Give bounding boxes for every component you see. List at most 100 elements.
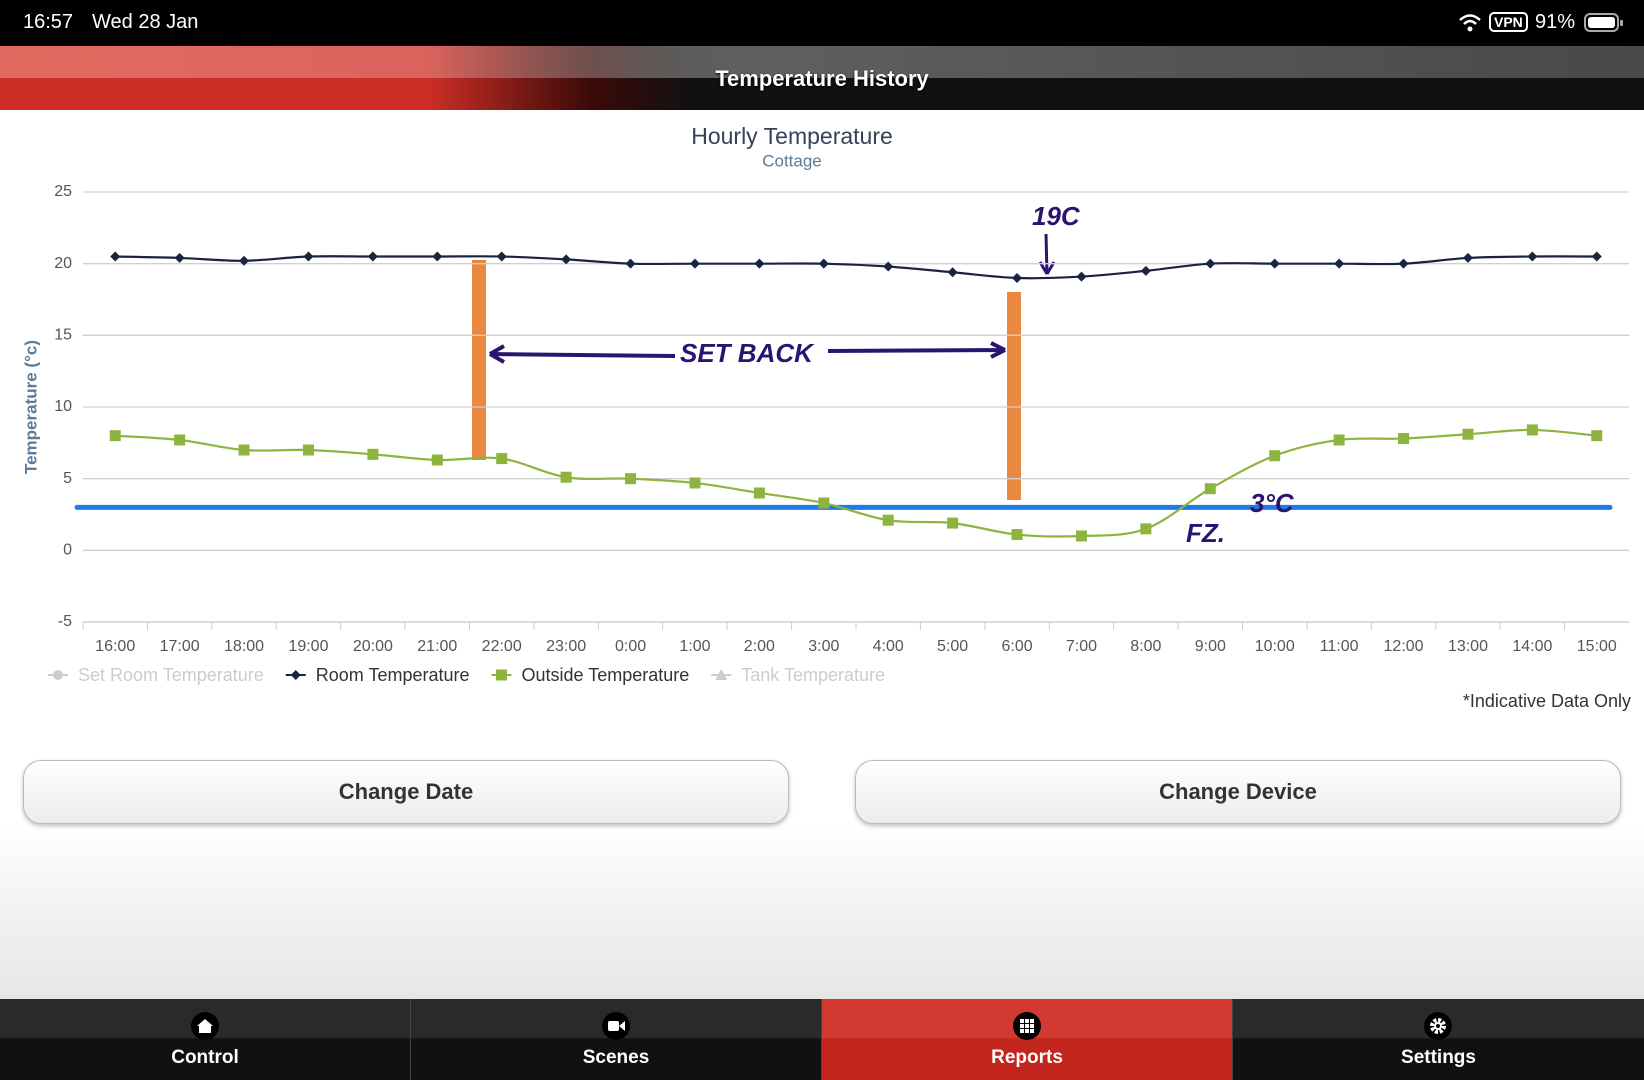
x-tick-label: 14:00 bbox=[1512, 638, 1552, 655]
tab-label: Settings bbox=[1401, 1047, 1476, 1068]
annotation: FZ. bbox=[1186, 518, 1225, 548]
x-tick-label: 5:00 bbox=[937, 638, 968, 655]
y-tick-label: 0 bbox=[63, 542, 72, 559]
annotation-arrow bbox=[1038, 233, 1056, 275]
x-tick-label: 9:00 bbox=[1195, 638, 1226, 655]
setback-start-bar bbox=[472, 260, 486, 460]
x-tick-label: 12:00 bbox=[1384, 638, 1424, 655]
wifi-icon bbox=[1459, 14, 1481, 32]
point bbox=[238, 444, 250, 456]
point bbox=[560, 471, 572, 483]
point bbox=[302, 444, 314, 456]
point bbox=[947, 267, 958, 278]
x-tick-label: 10:00 bbox=[1255, 638, 1295, 655]
point bbox=[715, 669, 728, 680]
point bbox=[1462, 428, 1474, 440]
x-tick-label: 0:00 bbox=[615, 638, 646, 655]
point bbox=[689, 258, 700, 269]
point bbox=[174, 434, 186, 446]
point bbox=[883, 261, 894, 272]
x-tick-label: 15:00 bbox=[1577, 638, 1617, 655]
x-tick-label: 13:00 bbox=[1448, 638, 1488, 655]
legend-label: Set Room Temperature bbox=[78, 665, 264, 685]
legend-item: Room Temperature bbox=[285, 665, 470, 685]
camera-icon bbox=[602, 1012, 630, 1040]
point bbox=[1269, 258, 1280, 269]
series-points bbox=[109, 424, 1603, 542]
x-tick-label: 11:00 bbox=[1320, 638, 1359, 655]
legend-label: Room Temperature bbox=[316, 665, 470, 685]
y-tick-label: 5 bbox=[63, 470, 72, 487]
point bbox=[367, 448, 379, 460]
point bbox=[1011, 529, 1023, 541]
series-points bbox=[110, 251, 1602, 283]
point bbox=[174, 252, 185, 263]
point bbox=[689, 477, 701, 489]
tab-reports[interactable]: Reports bbox=[822, 999, 1233, 1080]
x-tick-label: 23:00 bbox=[546, 638, 586, 655]
x-tick-label: 3:00 bbox=[808, 638, 839, 655]
legend-label: Outside Temperature bbox=[522, 665, 690, 685]
point bbox=[496, 453, 508, 465]
setback-end-bar bbox=[1007, 292, 1021, 500]
point bbox=[1591, 251, 1602, 262]
annotation: SET BACK bbox=[680, 338, 815, 368]
y-tick-label: 10 bbox=[54, 398, 72, 415]
point bbox=[1012, 273, 1023, 283]
x-tick-label: 18:00 bbox=[224, 638, 264, 655]
point bbox=[432, 251, 443, 262]
point bbox=[1075, 530, 1087, 542]
x-tick-label: 16:00 bbox=[95, 638, 135, 655]
point bbox=[1205, 258, 1216, 269]
battery-level: 91% bbox=[1535, 11, 1576, 33]
point bbox=[1333, 434, 1345, 446]
chart-title: Hourly Temperature bbox=[691, 123, 893, 149]
y-tick-label: -5 bbox=[58, 613, 72, 630]
point bbox=[818, 497, 830, 509]
y-tick-label: 25 bbox=[54, 183, 72, 200]
title-bar: Temperature History bbox=[0, 46, 1644, 110]
home-icon bbox=[191, 1012, 219, 1040]
point bbox=[882, 514, 894, 526]
legend-label: Tank Temperature bbox=[741, 665, 885, 685]
tab-label: Reports bbox=[991, 1047, 1063, 1068]
point bbox=[1526, 424, 1538, 436]
y-tick-label: 20 bbox=[54, 255, 72, 272]
x-tick-label: 19:00 bbox=[288, 638, 328, 655]
point bbox=[561, 254, 572, 265]
tab-label: Control bbox=[171, 1047, 239, 1068]
tab-bar: Control Scenes Reports Settings bbox=[0, 999, 1644, 1080]
x-tick-label: 4:00 bbox=[873, 638, 904, 655]
x-tick-label: 17:00 bbox=[160, 638, 200, 655]
chart-subtitle: Cottage bbox=[762, 151, 822, 170]
legend-item: Outside Temperature bbox=[491, 665, 690, 685]
change-date-button[interactable]: Change Date bbox=[23, 760, 789, 824]
tab-settings[interactable]: Settings bbox=[1233, 999, 1644, 1080]
point bbox=[1398, 433, 1410, 445]
legend-item: Set Room Temperature bbox=[48, 665, 264, 685]
point bbox=[818, 258, 829, 269]
hand-drawn-marks bbox=[472, 233, 1056, 500]
point bbox=[625, 258, 636, 269]
change-device-button[interactable]: Change Device bbox=[855, 760, 1621, 824]
point bbox=[1076, 271, 1087, 282]
point bbox=[1269, 450, 1281, 462]
point bbox=[367, 251, 378, 262]
tab-control[interactable]: Control bbox=[0, 999, 411, 1080]
series-line bbox=[115, 255, 1597, 280]
reference-label: 3°C bbox=[1250, 488, 1295, 518]
x-tick-label: 1:00 bbox=[679, 638, 710, 655]
tab-label: Scenes bbox=[582, 1047, 650, 1068]
point bbox=[947, 517, 959, 529]
x-tick-label: 6:00 bbox=[1001, 638, 1032, 655]
gear-icon bbox=[1424, 1012, 1452, 1040]
point bbox=[1527, 251, 1538, 262]
clock: 16:57 bbox=[23, 11, 74, 33]
x-tick-label: 20:00 bbox=[353, 638, 393, 655]
annotation: 19C bbox=[1032, 201, 1081, 231]
tab-scenes[interactable]: Scenes bbox=[411, 999, 822, 1080]
x-tick-label: 2:00 bbox=[744, 638, 775, 655]
date: Wed 28 Jan bbox=[92, 11, 199, 33]
point bbox=[109, 430, 121, 442]
